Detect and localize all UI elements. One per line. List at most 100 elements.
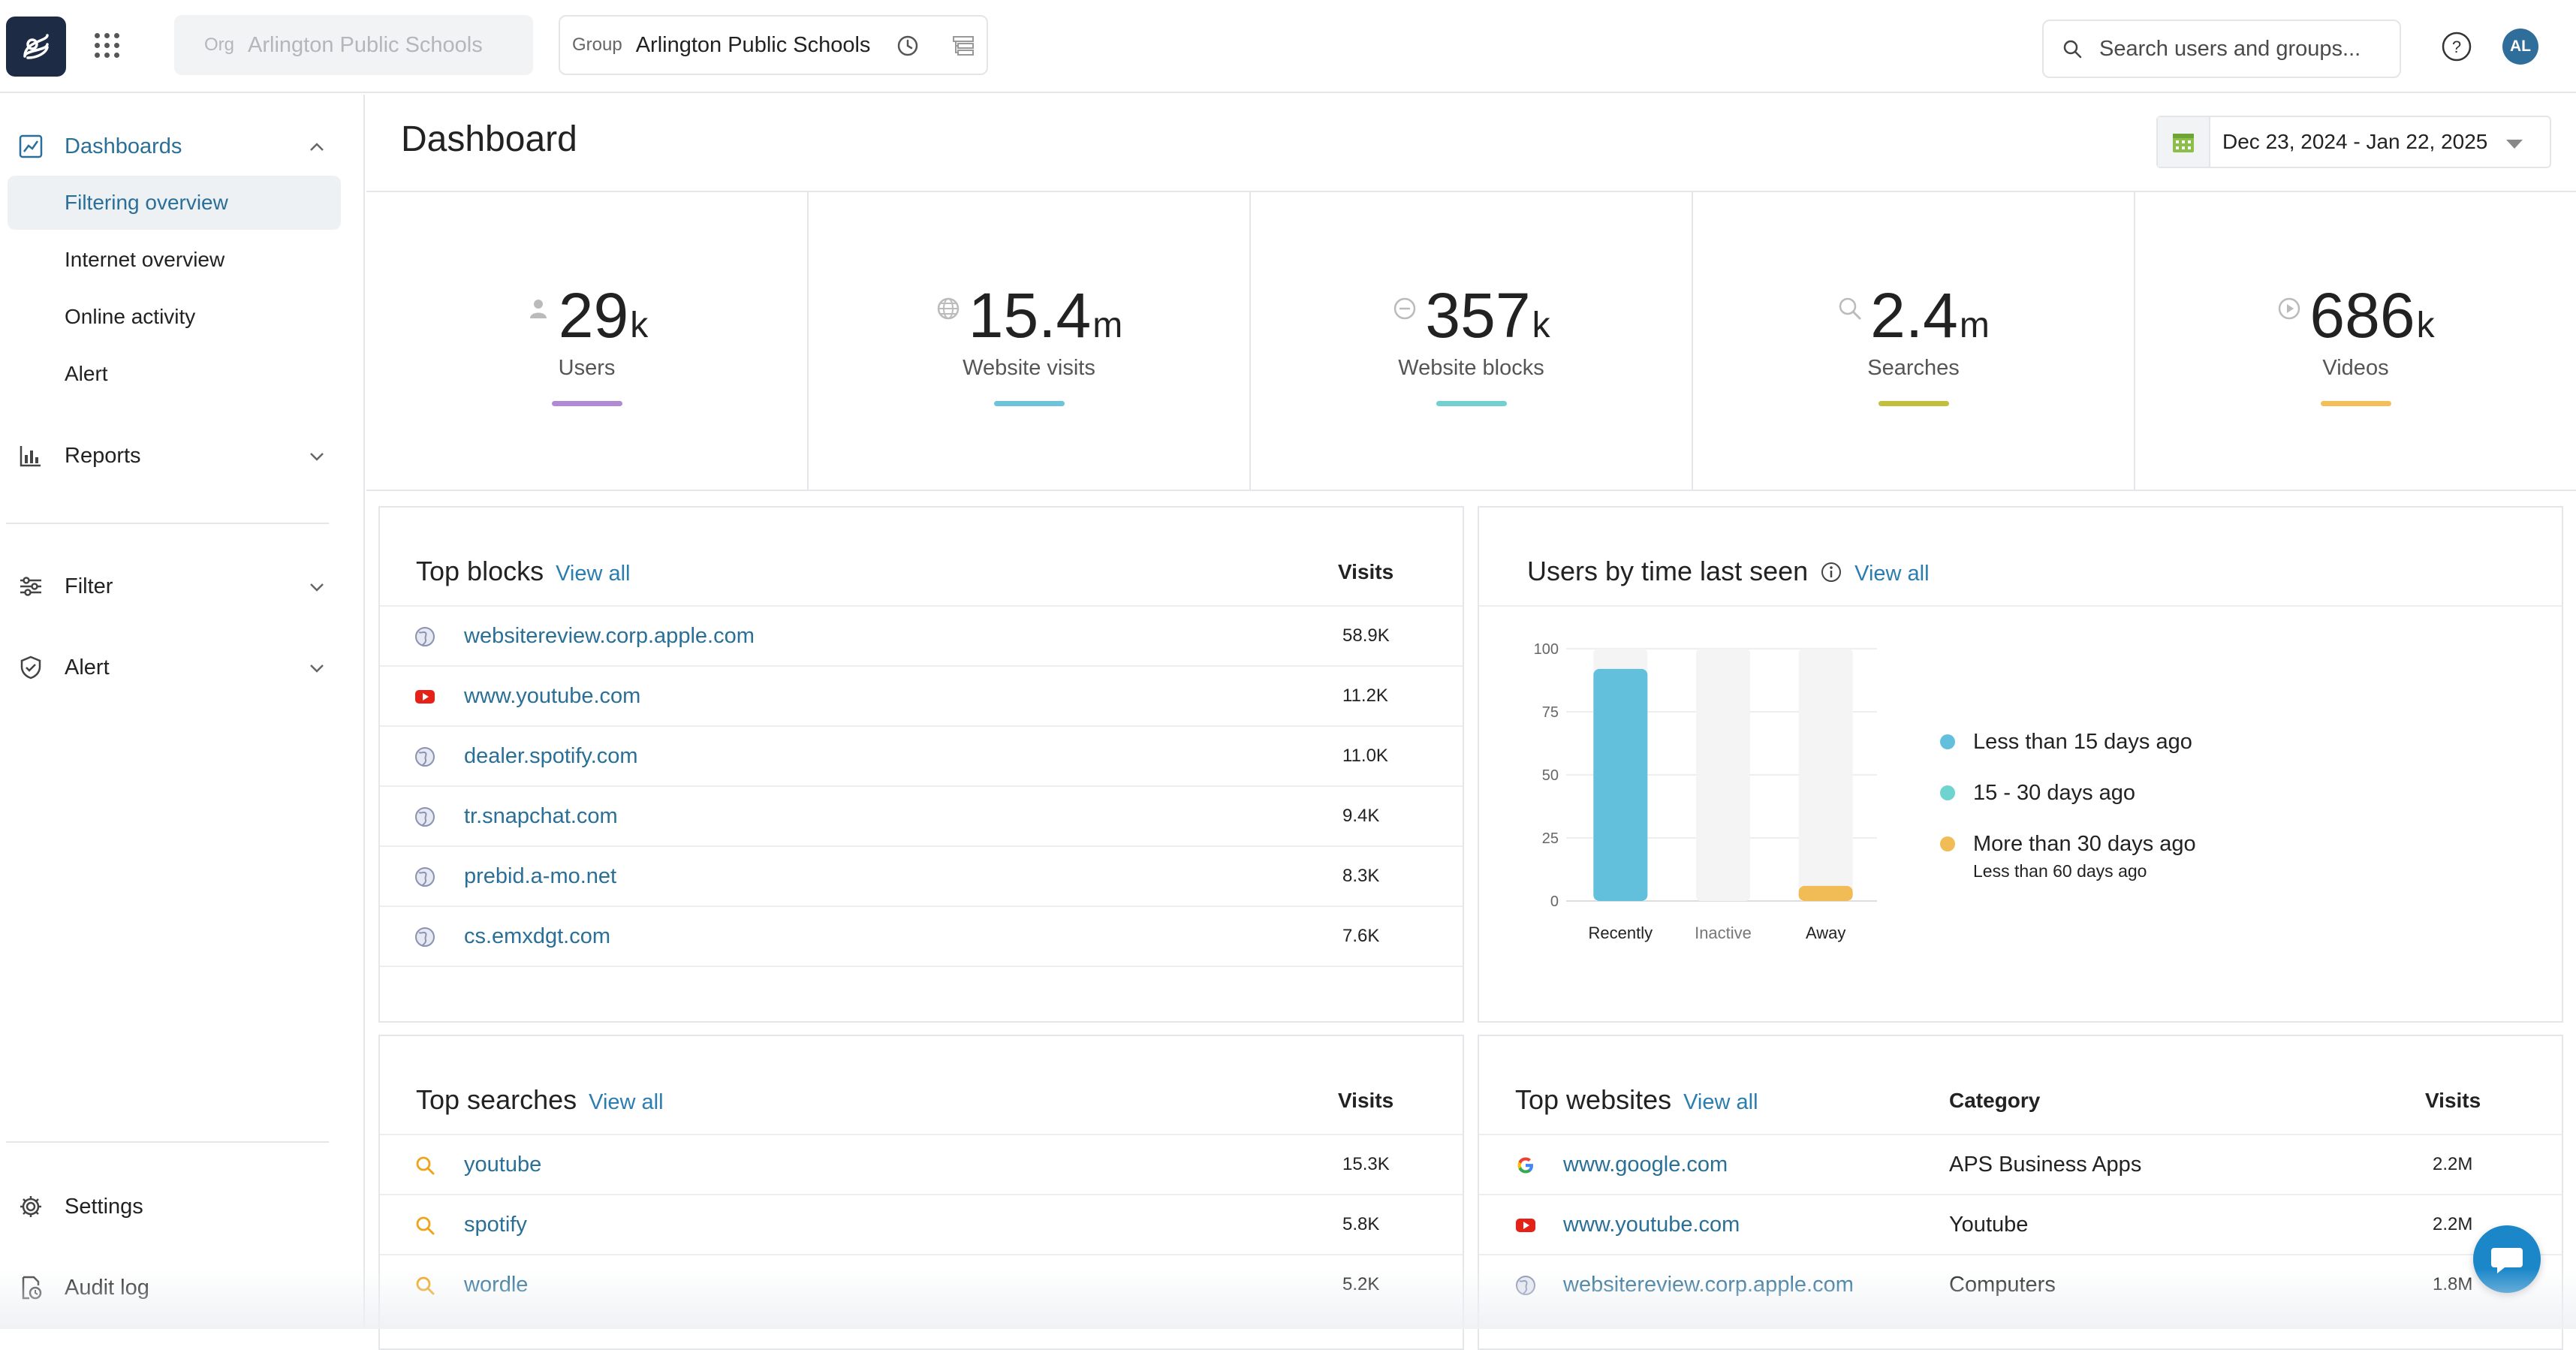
history-icon[interactable] [895,33,920,59]
table-row[interactable]: youtube 15.3K [380,1134,1463,1194]
search-icon [2063,40,2082,59]
group-tree-icon[interactable] [951,33,976,59]
chat-button[interactable] [2473,1225,2541,1293]
row-icon [1515,1215,1536,1240]
last-seen-bar-chart: 0 25 50 75 100 Recently Inactive Away [1534,641,1877,942]
sidebar-dashboards-toggle[interactable]: Dashboards [0,120,365,173]
table-row[interactable]: websitereview.corp.apple.com 58.9K [380,605,1463,665]
visits-value: 9.4K [1342,806,1380,826]
sidebar-item-alert-dashboard[interactable]: Alert [8,347,341,401]
sidebar-divider [6,1141,329,1143]
search-term-link[interactable]: wordle [464,1272,529,1297]
visits-value: 2.2M [2433,1214,2473,1234]
search-term-link[interactable]: youtube [464,1152,542,1177]
table-row[interactable]: prebid.a-mo.net 8.3K [380,845,1463,906]
site-link[interactable]: websitereview.corp.apple.com [464,623,755,648]
app-logo[interactable] [6,17,66,77]
stat-website-blocks[interactable]: 357 k Website blocks [1251,192,1693,490]
table-row[interactable]: tr.snapchat.com 9.4K [380,785,1463,845]
sidebar-filter-toggle[interactable]: Filter [0,560,365,613]
stat-accent-bar [993,401,1065,406]
site-link[interactable]: www.google.com [1563,1152,1728,1177]
card-title: Top searches View all [416,1084,664,1116]
top-blocks-title: Top blocks [416,556,544,586]
table-row[interactable]: www.youtube.com Youtube 2.2M [1479,1194,2562,1254]
info-icon[interactable] [1820,561,1842,583]
youtube-icon [1516,1219,1535,1232]
y-tick-label: 25 [1542,830,1559,847]
globe-icon [415,747,435,767]
apps-grid-icon[interactable] [95,33,120,59]
sidebar-item-online-activity[interactable]: Online activity [8,290,341,344]
table-row[interactable]: spotify 5.8K [380,1194,1463,1254]
sidebar-item-internet-overview[interactable]: Internet overview [8,233,341,287]
stat-label: Users [558,356,616,380]
table-row[interactable]: websitereview.corp.apple.com Computers 1.8… [1479,1254,2562,1314]
sidebar-audit-log[interactable]: Audit log [0,1261,365,1314]
search-term-link[interactable]: spotify [464,1212,527,1237]
sidebar-reports-toggle[interactable]: Reports [0,429,365,482]
group-selector[interactable]: Group Arlington Public Schools [559,15,988,75]
site-link[interactable]: prebid.a-mo.net [464,863,617,888]
org-label: Org [204,35,235,55]
org-selector[interactable]: Org Arlington Public Schools [174,15,533,75]
stat-accent-bar [1878,401,1949,406]
table-row[interactable]: cs.emxdgt.com 7.6K [380,906,1463,966]
site-link[interactable]: websitereview.corp.apple.com [1563,1272,1854,1297]
sidebar-settings[interactable]: Settings [0,1180,365,1233]
stat-searches[interactable]: 2.4 m Searches [1693,192,2135,490]
site-link[interactable]: cs.emxdgt.com [464,924,610,948]
search-box[interactable] [2042,20,2401,78]
visits-value: 5.8K [1342,1214,1380,1234]
chevron-down-icon [310,664,324,673]
chevron-up-icon [310,143,324,151]
table-row[interactable]: www.google.com APS Business Apps 2.2M [1479,1134,2562,1194]
date-range-picker[interactable]: Dec 23, 2024 - Jan 22, 2025 [2156,116,2551,168]
help-icon[interactable]: ? [2440,30,2473,63]
sidebar-item-label: Alert [65,362,108,385]
visits-value: 5.2K [1342,1274,1380,1294]
table-row[interactable]: wordle 5.2K [380,1254,1463,1314]
stat-videos[interactable]: 686 k Videos [2135,192,2576,490]
sidebar-item-label: Filtering overview [65,191,228,214]
category-value: APS Business Apps [1949,1152,2142,1177]
view-all-link[interactable]: View all [556,562,631,586]
search-input[interactable] [2099,36,2385,62]
shield-icon [20,655,41,680]
org-value: Arlington Public Schools [248,32,483,57]
sidebar-filter-label: Filter [65,574,113,598]
stat-label: Website visits [963,356,1095,380]
sidebar-alert-toggle[interactable]: Alert [0,641,365,694]
youtube-icon [415,690,435,704]
site-link[interactable]: www.youtube.com [464,683,641,708]
globe-icon [937,297,959,319]
view-all-link[interactable]: View all [589,1090,664,1114]
stat-users[interactable]: 29 k Users [366,192,809,490]
sidebar-item-label: Internet overview [65,248,225,271]
chevron-down-icon [2506,140,2523,149]
avatar[interactable]: AL [2502,29,2538,65]
stat-website-visits[interactable]: 15.4 m Website visits [809,192,1251,490]
visits-value: 11.2K [1342,686,1388,706]
globe-icon [1516,1276,1535,1295]
sidebar: Dashboards Filtering overview Internet o… [0,95,365,1329]
view-all-link[interactable]: View all [1683,1090,1758,1114]
site-link[interactable]: tr.snapchat.com [464,803,618,828]
site-link[interactable]: www.youtube.com [1563,1212,1740,1237]
visits-header: Visits [1338,1089,1394,1112]
row-icon [1515,1275,1536,1300]
table-row[interactable]: www.youtube.com 11.2K [380,665,1463,725]
bar-background [1798,649,1853,901]
site-link[interactable]: dealer.spotify.com [464,743,638,768]
view-all-link[interactable]: View all [1854,562,1930,586]
chevron-down-icon [310,453,324,461]
top-websites-title: Top websites [1515,1084,1672,1115]
stat-unit: k [2416,306,2435,345]
table-row[interactable]: dealer.spotify.com 11.0K [380,725,1463,785]
sidebar-alert-label: Alert [65,655,110,680]
y-tick-label: 75 [1542,704,1559,721]
category-header: Category [1949,1089,2041,1112]
search-icon [1839,297,1861,319]
sidebar-item-filtering-overview[interactable]: Filtering overview [8,176,341,230]
users-last-seen-title: Users by time last seen [1527,556,1809,586]
